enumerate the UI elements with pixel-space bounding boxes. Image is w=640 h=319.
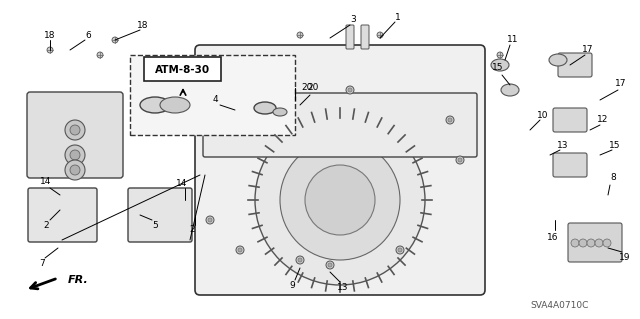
Text: 16: 16 [547,233,559,241]
Circle shape [398,248,402,252]
Circle shape [595,239,603,247]
Text: 8: 8 [610,174,616,182]
Circle shape [65,160,85,180]
Circle shape [579,239,587,247]
Circle shape [448,118,452,122]
Text: 13: 13 [557,140,569,150]
Circle shape [223,98,227,102]
Ellipse shape [491,59,509,71]
Text: 18: 18 [137,20,148,29]
Circle shape [97,52,103,58]
Ellipse shape [549,54,567,66]
Circle shape [65,120,85,140]
FancyBboxPatch shape [203,93,477,157]
Text: 11: 11 [508,35,519,44]
FancyBboxPatch shape [130,55,295,135]
Text: SVA4A0710C: SVA4A0710C [531,300,589,309]
FancyBboxPatch shape [568,223,622,262]
Circle shape [70,165,80,175]
Circle shape [236,246,244,254]
Circle shape [206,216,214,224]
Circle shape [211,86,219,94]
Circle shape [456,156,464,164]
Circle shape [296,256,304,264]
FancyBboxPatch shape [195,45,485,295]
Circle shape [396,246,404,254]
Circle shape [377,32,383,38]
Circle shape [326,261,334,269]
Ellipse shape [140,97,170,113]
FancyBboxPatch shape [361,25,369,49]
Text: 7: 7 [39,258,45,268]
Text: ATM-8-30: ATM-8-30 [156,65,211,75]
Circle shape [238,248,242,252]
Circle shape [47,47,53,53]
Text: 13: 13 [337,283,349,292]
Text: 14: 14 [40,177,52,187]
Ellipse shape [501,84,519,96]
Text: FR.: FR. [68,275,89,285]
Circle shape [255,115,425,285]
FancyBboxPatch shape [28,188,97,242]
Circle shape [348,88,352,92]
Circle shape [603,239,611,247]
Text: 20: 20 [307,84,319,93]
Text: 9: 9 [289,280,295,290]
Text: 12: 12 [597,115,609,124]
Circle shape [280,140,400,260]
Circle shape [208,218,212,222]
Text: 2: 2 [189,226,195,234]
Text: 20: 20 [301,84,313,93]
Circle shape [221,96,229,104]
Text: 19: 19 [620,253,631,262]
Text: 5: 5 [152,220,158,229]
Text: 18: 18 [44,31,56,40]
FancyBboxPatch shape [553,108,587,132]
Ellipse shape [273,108,287,116]
Text: 10: 10 [537,110,548,120]
Text: 17: 17 [582,46,594,55]
FancyBboxPatch shape [558,53,592,77]
Circle shape [571,239,579,247]
FancyBboxPatch shape [27,92,123,178]
Text: 15: 15 [609,140,621,150]
Circle shape [497,52,503,58]
Circle shape [297,32,303,38]
Circle shape [65,145,85,165]
Text: 1: 1 [395,12,401,21]
Circle shape [446,116,454,124]
Ellipse shape [254,102,276,114]
Text: 4: 4 [212,95,218,105]
Text: 14: 14 [176,179,188,188]
Ellipse shape [160,97,190,113]
Circle shape [458,158,462,162]
FancyBboxPatch shape [128,188,192,242]
Circle shape [112,37,118,43]
Circle shape [305,165,375,235]
Text: 3: 3 [350,16,356,25]
Text: 2: 2 [43,220,49,229]
Text: 15: 15 [492,63,504,72]
Circle shape [587,239,595,247]
Text: 17: 17 [615,78,627,87]
FancyBboxPatch shape [346,25,354,49]
FancyBboxPatch shape [553,153,587,177]
Circle shape [328,263,332,267]
Circle shape [213,88,217,92]
Circle shape [346,86,354,94]
Circle shape [70,125,80,135]
FancyBboxPatch shape [144,57,221,81]
Text: 6: 6 [85,31,91,40]
Circle shape [70,150,80,160]
Circle shape [298,258,302,262]
